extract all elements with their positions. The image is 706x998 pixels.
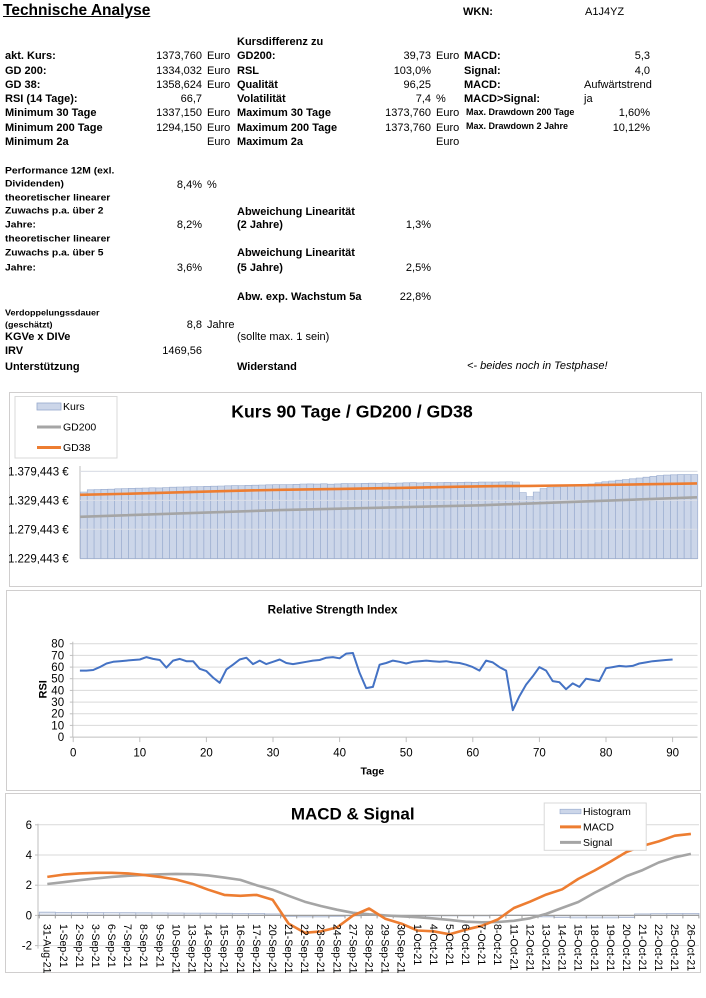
svg-text:GD200: GD200 (63, 422, 96, 434)
svg-text:24-Sep-21: 24-Sep-21 (330, 924, 342, 973)
svg-text:Kurs 90 Tage / GD200 / GD38: Kurs 90 Tage / GD200 / GD38 (231, 401, 473, 421)
svg-text:0: 0 (70, 748, 76, 760)
svg-text:27-Sep-21: 27-Sep-21 (346, 924, 358, 973)
svg-text:10: 10 (133, 748, 146, 760)
svg-text:70: 70 (51, 650, 64, 662)
svg-text:Histogram: Histogram (583, 806, 631, 818)
svg-text:Tage: Tage (361, 766, 385, 778)
svg-text:30: 30 (267, 748, 280, 760)
svg-text:1.279,443 €: 1.279,443 € (9, 524, 69, 536)
svg-text:21-Sep-21: 21-Sep-21 (282, 924, 294, 973)
svg-text:21-Oct-21: 21-Oct-21 (636, 924, 648, 971)
svg-text:Kurs: Kurs (63, 401, 85, 413)
svg-text:2-Sep-21: 2-Sep-21 (73, 924, 85, 968)
svg-text:70: 70 (533, 748, 546, 760)
svg-text:1-Oct-21: 1-Oct-21 (411, 924, 423, 965)
svg-text:30: 30 (51, 697, 64, 709)
svg-text:20: 20 (51, 709, 64, 721)
svg-text:GD38: GD38 (63, 442, 91, 454)
svg-text:9-Sep-21: 9-Sep-21 (153, 924, 165, 968)
svg-text:RSI: RSI (37, 680, 49, 698)
svg-text:20-Oct-21: 20-Oct-21 (620, 924, 632, 971)
svg-text:6-Sep-21: 6-Sep-21 (105, 924, 117, 968)
svg-text:4: 4 (26, 850, 33, 862)
svg-text:6-Oct-21: 6-Oct-21 (459, 924, 471, 965)
svg-text:2: 2 (26, 880, 32, 892)
svg-text:60: 60 (51, 662, 64, 674)
svg-text:22-Sep-21: 22-Sep-21 (298, 924, 310, 973)
svg-text:20-Sep-21: 20-Sep-21 (266, 924, 278, 973)
svg-text:5-Oct-21: 5-Oct-21 (443, 924, 455, 965)
svg-text:1.329,443 €: 1.329,443 € (9, 495, 69, 507)
svg-text:Relative Strength Index: Relative Strength Index (268, 603, 398, 616)
svg-text:18-Oct-21: 18-Oct-21 (588, 924, 600, 971)
svg-text:3-Sep-21: 3-Sep-21 (89, 924, 101, 968)
svg-text:19-Oct-21: 19-Oct-21 (604, 924, 616, 971)
svg-text:8-Sep-21: 8-Sep-21 (137, 924, 149, 968)
svg-text:4-Oct-21: 4-Oct-21 (427, 924, 439, 965)
svg-text:31-Aug-21: 31-Aug-21 (41, 924, 53, 973)
svg-text:12-Oct-21: 12-Oct-21 (523, 924, 535, 971)
svg-text:15-Oct-21: 15-Oct-21 (572, 924, 584, 971)
svg-text:0: 0 (58, 732, 64, 744)
svg-text:29-Sep-21: 29-Sep-21 (379, 924, 391, 973)
svg-text:8-Oct-21: 8-Oct-21 (491, 924, 503, 965)
svg-text:22-Oct-21: 22-Oct-21 (652, 924, 664, 971)
svg-text:7-Sep-21: 7-Sep-21 (121, 924, 133, 968)
svg-text:20: 20 (200, 748, 213, 760)
svg-text:Signal: Signal (583, 837, 612, 849)
svg-text:MACD: MACD (583, 822, 614, 834)
svg-text:17-Sep-21: 17-Sep-21 (250, 924, 262, 973)
svg-text:60: 60 (466, 748, 479, 760)
svg-text:50: 50 (400, 748, 413, 760)
svg-text:14-Oct-21: 14-Oct-21 (556, 924, 568, 971)
svg-text:10-Sep-21: 10-Sep-21 (169, 924, 181, 973)
svg-text:-2: -2 (22, 941, 32, 953)
svg-text:40: 40 (51, 685, 64, 697)
svg-text:50: 50 (51, 674, 64, 686)
svg-text:13-Oct-21: 13-Oct-21 (540, 924, 552, 971)
svg-text:1.229,443 €: 1.229,443 € (9, 554, 69, 566)
svg-text:14-Sep-21: 14-Sep-21 (202, 924, 214, 973)
svg-text:7-Oct-21: 7-Oct-21 (475, 924, 487, 965)
svg-text:11-Oct-21: 11-Oct-21 (507, 924, 519, 970)
svg-text:1.379,443 €: 1.379,443 € (9, 466, 69, 478)
svg-text:6: 6 (26, 820, 32, 832)
svg-text:23-Sep-21: 23-Sep-21 (314, 924, 326, 973)
svg-text:16-Sep-21: 16-Sep-21 (234, 924, 246, 973)
svg-text:26-Oct-21: 26-Oct-21 (684, 924, 696, 971)
svg-text:40: 40 (333, 748, 346, 760)
svg-text:28-Sep-21: 28-Sep-21 (363, 924, 375, 973)
svg-text:1-Sep-21: 1-Sep-21 (57, 924, 69, 968)
svg-text:MACD & Signal: MACD & Signal (291, 805, 415, 824)
svg-text:90: 90 (666, 748, 679, 760)
svg-text:13-Sep-21: 13-Sep-21 (186, 924, 198, 973)
svg-text:0: 0 (26, 910, 32, 922)
svg-text:30-Sep-21: 30-Sep-21 (395, 924, 407, 973)
svg-text:80: 80 (51, 639, 64, 651)
svg-text:10: 10 (51, 720, 64, 732)
svg-text:25-Oct-21: 25-Oct-21 (668, 924, 680, 971)
svg-text:80: 80 (600, 748, 613, 760)
svg-text:15-Sep-21: 15-Sep-21 (218, 924, 230, 973)
